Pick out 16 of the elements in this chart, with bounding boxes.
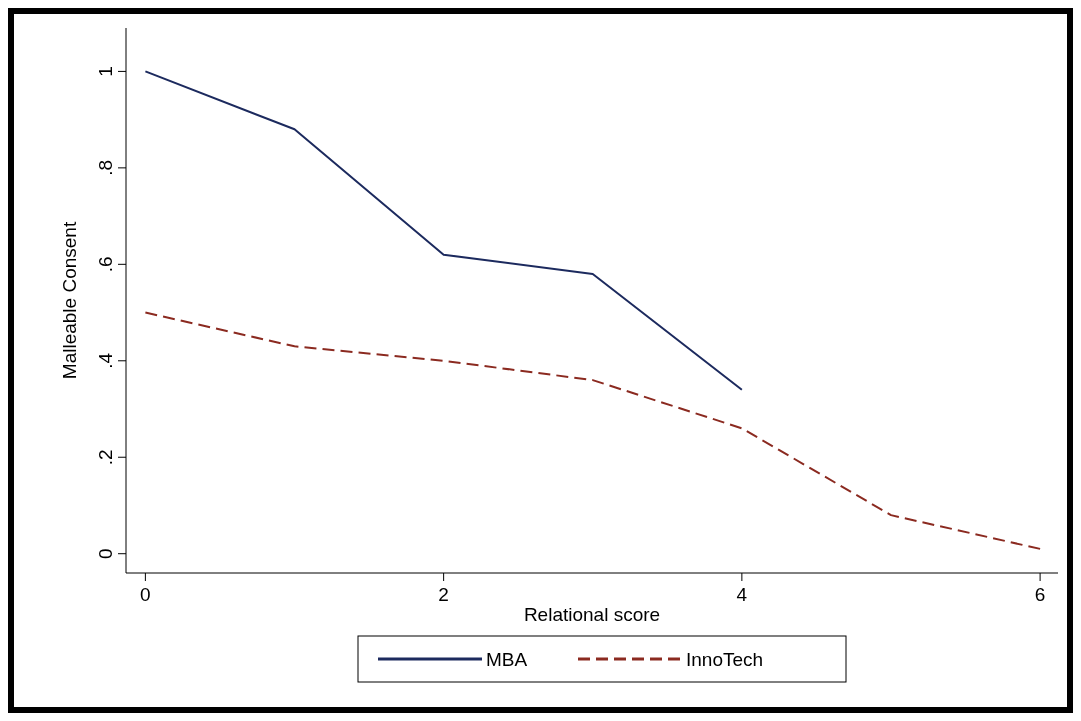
y-tick-label: .6	[95, 256, 116, 273]
legend-label: MBA	[486, 649, 528, 670]
legend-label: InnoTech	[686, 649, 764, 670]
y-tick-label: 0	[95, 548, 116, 559]
y-tick-label: .2	[95, 449, 116, 466]
y-tick-label: 1	[95, 66, 116, 77]
line-series	[144, 311, 1042, 550]
line-series	[144, 70, 743, 391]
x-tick-label: 2	[438, 584, 449, 605]
x-axis-title: Relational score	[523, 604, 661, 625]
y-tick-label: .8	[95, 159, 116, 176]
y-tick-label: .4	[95, 352, 116, 369]
y-axis-title: Malleable Consent	[59, 221, 80, 380]
x-tick-label: 6	[1034, 584, 1046, 605]
x-tick-label: 0	[140, 584, 151, 605]
x-tick-label: 4	[736, 584, 748, 605]
